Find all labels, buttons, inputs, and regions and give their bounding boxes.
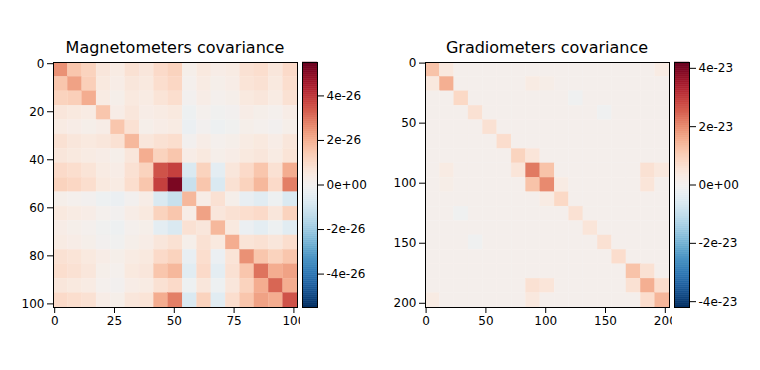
svg-text:0e+00: 0e+00 [327,178,367,192]
svg-text:50: 50 [167,314,182,328]
svg-text:100: 100 [282,314,300,328]
svg-text:-4e-23: -4e-23 [699,295,738,309]
svg-text:150: 150 [594,314,617,328]
svg-text:25: 25 [107,314,122,328]
svg-text:0: 0 [37,57,45,71]
svg-text:2e-23: 2e-23 [699,120,734,134]
svg-text:-4e-26: -4e-26 [327,267,366,281]
svg-text:200: 200 [654,314,672,328]
svg-text:4e-23: 4e-23 [699,61,734,75]
svg-text:100: 100 [534,314,557,328]
svg-text:-2e-23: -2e-23 [699,236,738,250]
svg-text:60: 60 [29,201,44,215]
svg-text:-2e-26: -2e-26 [327,222,366,236]
svg-text:80: 80 [29,249,44,263]
svg-text:200: 200 [394,296,417,310]
svg-text:150: 150 [394,236,417,250]
svg-text:100: 100 [394,176,417,190]
svg-text:4e-26: 4e-26 [327,89,362,103]
svg-text:0: 0 [409,56,417,70]
svg-text:0: 0 [422,314,430,328]
svg-text:2e-26: 2e-26 [327,133,362,147]
svg-text:0e+00: 0e+00 [699,178,739,192]
svg-text:75: 75 [226,314,241,328]
svg-text:40: 40 [29,153,44,167]
svg-text:100: 100 [22,297,45,311]
svg-text:50: 50 [401,116,416,130]
html-text:Magnetometers covariance: Magnetometers covariance [65,38,285,57]
html-text:Gradiometers covariance: Gradiometers covariance [445,38,649,57]
svg-text:0: 0 [51,314,59,328]
svg-text:50: 50 [478,314,493,328]
svg-text:20: 20 [29,105,44,119]
